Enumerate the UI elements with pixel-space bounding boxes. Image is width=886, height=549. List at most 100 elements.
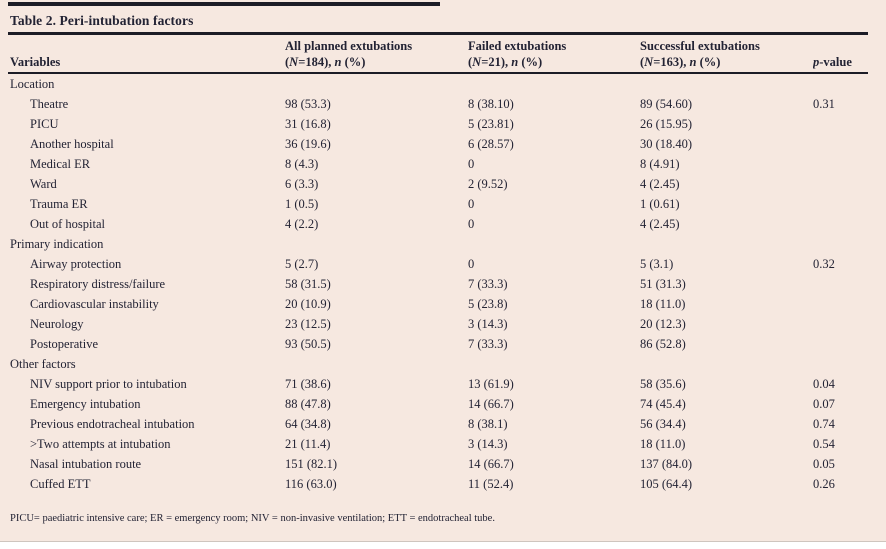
row-variable-label: Trauma ER [30, 197, 88, 211]
cell-all-planned: 20 (10.9) [285, 297, 331, 311]
row-variable-label: Nasal intubation route [30, 457, 142, 471]
section-label: Primary indication [10, 237, 104, 251]
cell-empty [468, 354, 640, 374]
cell-failed: 8 (38.1) [468, 417, 508, 431]
cell-empty [468, 74, 640, 94]
cell-all-planned: 23 (12.5) [285, 317, 331, 331]
row-variable-label: Theatre [30, 97, 69, 111]
cell-empty [640, 234, 813, 254]
cell-all-planned: 64 (34.8) [285, 417, 331, 431]
column-header-failed-line1: Failed extubations [468, 39, 567, 53]
cell-failed: 5 (23.8) [468, 297, 508, 311]
cell-successful: 4 (2.45) [640, 217, 680, 231]
cell-p-value: 0.26 [813, 477, 835, 491]
table-row: Nasal intubation route 151 (82.1) 14 (66… [10, 454, 868, 474]
cell-successful: 5 (3.1) [640, 257, 674, 271]
cell-all-planned: 6 (3.3) [285, 177, 319, 191]
table-row: Ward 6 (3.3) 2 (9.52) 4 (2.45) [10, 174, 868, 194]
column-header-failed: Failed extubations (N=21), n (%) [468, 38, 640, 70]
row-variable-label: >Two attempts at intubation [30, 437, 171, 451]
cell-failed: 0 [468, 157, 475, 171]
table-row: PICU 31 (16.8) 5 (23.81) 26 (15.95) [10, 114, 868, 134]
row-variable-label: Cardiovascular instability [30, 297, 159, 311]
cell-p-value [813, 114, 868, 134]
cell-p-value [813, 214, 868, 234]
cell-p-value [813, 294, 868, 314]
cell-failed: 14 (66.7) [468, 457, 514, 471]
row-variable-label: Emergency intubation [30, 397, 141, 411]
cell-p-value: 0.54 [813, 437, 835, 451]
top-rule [8, 2, 440, 6]
cell-all-planned: 8 (4.3) [285, 157, 319, 171]
title-rule [8, 32, 868, 35]
row-variable-label: Respiratory distress/failure [30, 277, 166, 291]
column-header-all-planned: All planned extubations (N=184), n (%) [285, 38, 468, 70]
cell-failed: 3 (14.3) [468, 437, 508, 451]
column-header-variables: Variables [10, 55, 61, 69]
cell-successful: 1 (0.61) [640, 197, 680, 211]
row-variable-label: Postoperative [30, 337, 99, 351]
cell-failed: 11 (52.4) [468, 477, 514, 491]
column-header-p-value: p-value [813, 55, 852, 69]
cell-all-planned: 31 (16.8) [285, 117, 331, 131]
cell-failed: 0 [468, 197, 475, 211]
cell-p-value: 0.31 [813, 97, 835, 111]
cell-successful: 30 (18.40) [640, 137, 693, 151]
cell-failed: 14 (66.7) [468, 397, 514, 411]
cell-empty [640, 74, 813, 94]
cell-failed: 5 (23.81) [468, 117, 514, 131]
cell-failed: 0 [468, 217, 475, 231]
cell-p-value [813, 194, 868, 214]
cell-p-value: 0.04 [813, 377, 835, 391]
cell-all-planned: 4 (2.2) [285, 217, 319, 231]
cell-all-planned: 36 (19.6) [285, 137, 331, 151]
section-label: Location [10, 77, 55, 91]
table-row: >Two attempts at intubation 21 (11.4) 3 … [10, 434, 868, 454]
row-variable-label: Medical ER [30, 157, 91, 171]
table-row: Trauma ER 1 (0.5) 0 1 (0.61) [10, 194, 868, 214]
column-header-all-planned-line1: All planned extubations [285, 39, 413, 53]
table-row: Out of hospital 4 (2.2) 0 4 (2.45) [10, 214, 868, 234]
table-body: Location Theatre 98 (53.3) 8 (38.10) 89 … [10, 74, 868, 494]
cell-all-planned: 116 (63.0) [285, 477, 337, 491]
column-header-successful-line1: Successful extubations [640, 39, 760, 53]
cell-empty [813, 74, 868, 94]
row-variable-label: Neurology [30, 317, 84, 331]
cell-empty [468, 234, 640, 254]
cell-failed: 13 (61.9) [468, 377, 514, 391]
cell-empty [285, 234, 468, 254]
table-row: Cardiovascular instability 20 (10.9) 5 (… [10, 294, 868, 314]
cell-successful: 86 (52.8) [640, 337, 686, 351]
cell-successful: 51 (31.3) [640, 277, 686, 291]
row-variable-label: Airway protection [30, 257, 122, 271]
table-row: Cuffed ETT 116 (63.0) 11 (52.4) 105 (64.… [10, 474, 868, 494]
cell-p-value: 0.74 [813, 417, 835, 431]
table-row: Neurology 23 (12.5) 3 (14.3) 20 (12.3) [10, 314, 868, 334]
section-label: Other factors [10, 357, 76, 371]
column-header-successful: Successful extubations (N=163), n (%) [640, 38, 813, 70]
table-row: Postoperative 93 (50.5) 7 (33.3) 86 (52.… [10, 334, 868, 354]
cell-empty [640, 354, 813, 374]
cell-successful: 8 (4.91) [640, 157, 680, 171]
cell-successful: 89 (54.60) [640, 97, 693, 111]
cell-successful: 105 (64.4) [640, 477, 693, 491]
cell-p-value [813, 274, 868, 294]
cell-empty [285, 74, 468, 94]
cell-p-value: 0.32 [813, 257, 835, 271]
table-row: NIV support prior to intubation 71 (38.6… [10, 374, 868, 394]
row-variable-label: Another hospital [30, 137, 114, 151]
column-header-successful-line2: (N=163), n (%) [640, 55, 721, 69]
cell-p-value [813, 154, 868, 174]
cell-failed: 7 (33.3) [468, 277, 508, 291]
header-rule [8, 72, 868, 74]
cell-p-value: 0.05 [813, 457, 835, 471]
table-row: Previous endotracheal intubation 64 (34.… [10, 414, 868, 434]
cell-empty [813, 234, 868, 254]
cell-successful: 20 (12.3) [640, 317, 686, 331]
cell-successful: 26 (15.95) [640, 117, 693, 131]
cell-all-planned: 88 (47.8) [285, 397, 331, 411]
cell-all-planned: 98 (53.3) [285, 97, 331, 111]
cell-p-value [813, 334, 868, 354]
table-row: Theatre 98 (53.3) 8 (38.10) 89 (54.60) 0… [10, 94, 868, 114]
cell-successful: 56 (34.4) [640, 417, 686, 431]
